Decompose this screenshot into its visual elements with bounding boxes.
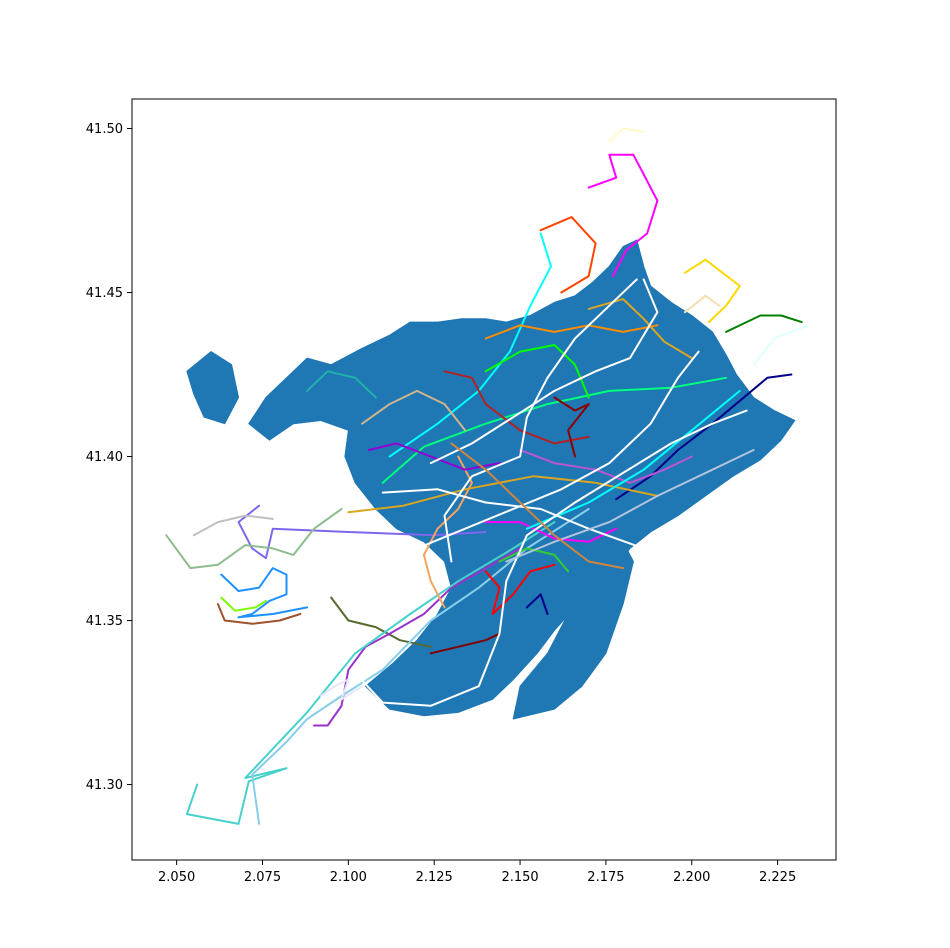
y-tick-label: 41.45 <box>86 286 123 301</box>
route-line-20 <box>422 455 473 609</box>
route-line-17 <box>429 632 501 655</box>
route-line-11 <box>220 596 267 612</box>
route-line-39 <box>505 449 755 563</box>
route-line-41 <box>450 442 625 570</box>
route-line-15 <box>185 521 556 825</box>
route-line-8 <box>165 508 343 570</box>
route-line-3 <box>388 232 552 458</box>
plot-area <box>131 98 837 861</box>
x-tick-label: 2.200 <box>673 870 710 885</box>
route-line-4 <box>683 258 741 324</box>
route-line-32 <box>553 396 590 458</box>
x-tick-label: 2.225 <box>759 870 796 885</box>
route-line-36 <box>429 278 659 465</box>
y-tick-label: 41.30 <box>86 778 123 793</box>
x-tick-label: 2.150 <box>501 870 538 885</box>
route-line-26 <box>368 442 501 471</box>
x-tick-label: 2.100 <box>330 870 367 885</box>
route-line-30 <box>519 449 693 484</box>
route-line-27 <box>484 324 659 340</box>
route-line-1 <box>587 153 659 278</box>
route-line-21 <box>484 521 618 543</box>
route-line-7 <box>237 504 487 560</box>
route-line-12 <box>192 514 274 537</box>
x-tick-label: 2.125 <box>416 870 453 885</box>
route-line-25 <box>443 370 590 445</box>
route-line-37 <box>443 278 638 563</box>
west-district-polygon <box>186 351 239 425</box>
y-axis: 41.30 41.35 41.40 41.45 41.50 <box>86 122 132 793</box>
route-line-29 <box>306 370 377 399</box>
route-layer <box>165 127 810 825</box>
route-line-35 <box>416 350 700 550</box>
y-tick-label: 41.35 <box>86 614 123 629</box>
axes-frame <box>131 98 837 861</box>
x-tick-label: 2.075 <box>244 870 281 885</box>
route-line-9 <box>220 567 309 619</box>
route-line-43 <box>752 324 810 366</box>
route-line-5 <box>725 314 803 333</box>
route-line-45 <box>683 294 721 314</box>
x-tick-label: 2.050 <box>158 870 195 885</box>
route-line-22 <box>498 547 570 573</box>
route-line-16 <box>251 508 590 825</box>
route-line-28 <box>484 344 590 399</box>
route-line-19 <box>525 593 549 615</box>
x-axis: 2.050 2.075 2.100 2.125 2.150 2.175 2.200 2.225 <box>158 860 796 885</box>
route-line-2 <box>539 216 597 294</box>
route-line-44 <box>608 127 645 143</box>
route-line-10 <box>216 603 302 625</box>
route-line-14 <box>313 547 522 727</box>
x-tick-label: 2.175 <box>587 870 624 885</box>
route-line-31 <box>525 389 741 530</box>
port-area-polygon <box>512 528 634 720</box>
y-tick-label: 41.40 <box>86 450 123 465</box>
route-line-42 <box>319 678 364 701</box>
route-line-38 <box>381 488 693 570</box>
y-tick-label: 41.50 <box>86 122 123 137</box>
route-line-40 <box>361 389 467 432</box>
